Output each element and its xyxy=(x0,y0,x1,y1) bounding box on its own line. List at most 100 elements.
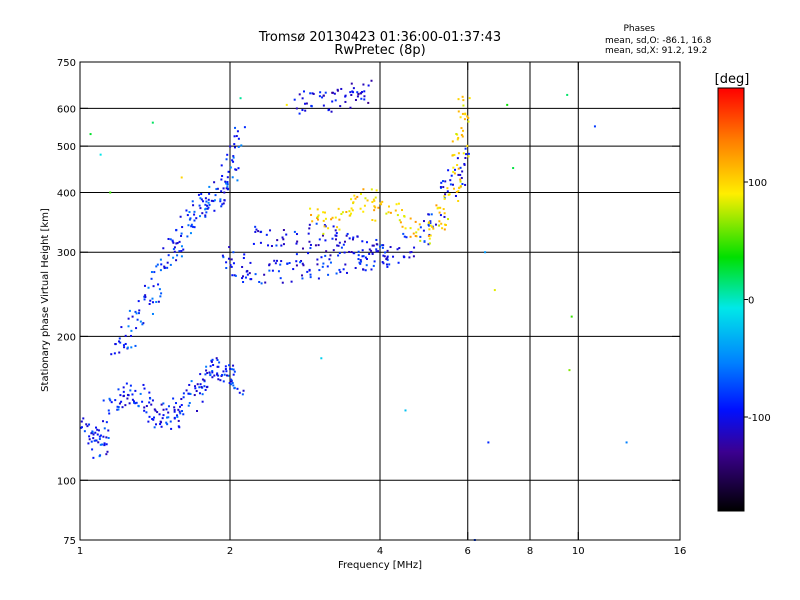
data-point xyxy=(237,145,240,148)
data-point xyxy=(226,188,229,191)
data-point xyxy=(199,215,202,218)
data-point xyxy=(110,401,113,404)
data-point xyxy=(131,398,134,401)
data-point xyxy=(239,97,242,100)
data-point xyxy=(403,215,406,218)
data-point xyxy=(334,229,337,232)
data-point xyxy=(444,193,447,196)
data-point xyxy=(464,147,467,150)
data-point xyxy=(281,236,284,239)
data-point xyxy=(230,383,233,386)
data-point xyxy=(216,372,219,375)
data-point xyxy=(352,201,355,204)
data-point xyxy=(166,423,169,426)
data-point xyxy=(238,391,241,394)
data-point xyxy=(99,454,102,457)
data-point xyxy=(99,434,102,437)
data-point xyxy=(413,246,416,249)
data-point xyxy=(309,207,312,210)
data-point xyxy=(106,450,109,453)
data-point xyxy=(151,121,154,124)
data-point xyxy=(176,242,179,245)
data-point xyxy=(322,211,325,214)
data-point xyxy=(332,225,335,228)
data-point xyxy=(377,250,380,253)
data-point xyxy=(304,109,307,112)
data-point xyxy=(201,212,204,215)
data-point xyxy=(273,259,276,262)
data-point xyxy=(236,179,239,182)
data-point xyxy=(593,125,596,128)
data-point xyxy=(431,225,434,228)
data-point xyxy=(365,241,368,244)
data-point xyxy=(105,443,108,446)
data-point xyxy=(193,226,196,229)
data-point xyxy=(428,228,431,231)
data-point xyxy=(443,195,446,198)
data-point xyxy=(156,411,159,414)
data-point xyxy=(321,234,324,237)
data-point xyxy=(381,200,384,203)
data-point xyxy=(326,265,329,268)
data-point xyxy=(159,423,162,426)
data-point xyxy=(178,250,181,253)
data-point xyxy=(419,226,422,229)
data-point xyxy=(221,203,224,206)
data-point xyxy=(467,152,470,155)
data-point xyxy=(134,389,137,392)
data-point xyxy=(199,373,202,376)
data-point xyxy=(296,240,299,243)
data-point xyxy=(387,211,390,214)
data-point xyxy=(336,226,339,229)
data-point xyxy=(93,439,96,442)
data-point xyxy=(102,399,105,402)
data-point xyxy=(234,126,237,129)
data-point xyxy=(306,270,309,273)
data-point xyxy=(360,92,363,95)
data-point xyxy=(205,365,208,368)
data-point xyxy=(268,263,271,266)
data-point xyxy=(429,224,432,227)
data-point xyxy=(120,326,123,329)
data-point xyxy=(384,251,387,254)
data-point xyxy=(372,264,375,267)
data-point xyxy=(91,431,94,434)
data-point xyxy=(167,254,170,257)
data-point xyxy=(230,379,233,382)
data-point xyxy=(190,225,193,228)
data-point xyxy=(166,261,169,264)
data-point xyxy=(440,181,443,184)
data-point xyxy=(368,252,371,255)
data-point xyxy=(232,368,235,371)
data-point xyxy=(304,102,307,105)
data-point xyxy=(331,100,334,103)
y-tick-label: 400 xyxy=(57,188,76,199)
data-point xyxy=(461,95,464,98)
data-point xyxy=(447,218,450,221)
data-point xyxy=(134,344,137,347)
data-point xyxy=(223,191,226,194)
y-tick-label: 500 xyxy=(57,142,76,153)
data-point xyxy=(225,261,228,264)
data-point xyxy=(288,262,291,265)
data-point xyxy=(399,221,402,224)
data-point xyxy=(401,209,404,212)
data-point xyxy=(242,257,245,260)
data-point xyxy=(166,416,169,419)
data-point xyxy=(449,179,452,182)
data-point xyxy=(117,388,120,391)
data-point xyxy=(167,411,170,414)
data-point xyxy=(377,206,380,209)
data-point xyxy=(105,453,108,456)
data-point xyxy=(412,232,415,235)
data-point xyxy=(181,410,184,413)
data-point xyxy=(228,246,231,249)
data-point xyxy=(352,252,355,255)
data-point xyxy=(452,166,455,169)
data-point xyxy=(318,269,321,272)
data-point xyxy=(150,403,153,406)
data-point xyxy=(401,225,404,228)
data-point xyxy=(180,398,183,401)
data-point xyxy=(237,167,240,170)
data-point xyxy=(353,194,356,197)
